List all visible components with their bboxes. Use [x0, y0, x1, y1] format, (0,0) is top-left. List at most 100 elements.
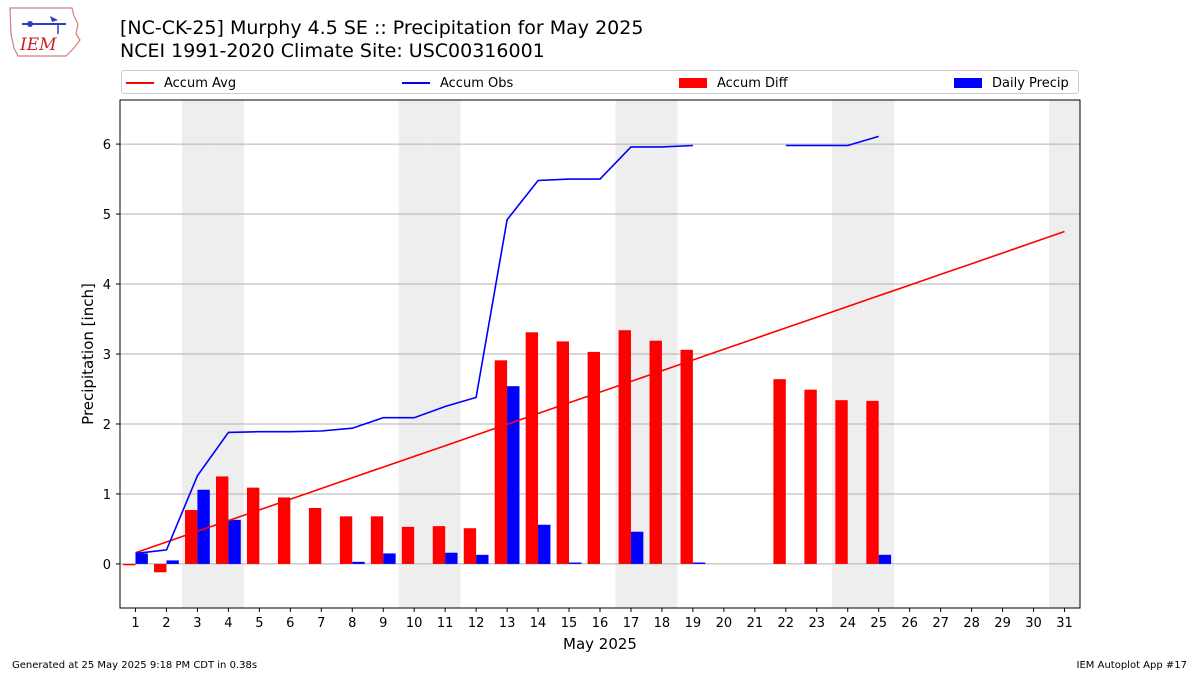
daily-precip-bar-13 [507, 386, 520, 564]
x-tick-label: 22 [778, 616, 795, 631]
accum-diff-bar-11 [432, 526, 446, 564]
y-tick-label: 5 [103, 208, 111, 223]
accum-diff-bar-24 [835, 400, 848, 564]
x-tick-label: 26 [901, 616, 918, 631]
accum-diff-bar-9 [370, 516, 384, 564]
x-tick-label: 21 [747, 616, 764, 631]
x-tick-label: 27 [932, 616, 949, 631]
daily-precip-bar-11 [445, 552, 458, 564]
accum-diff-bar-22 [773, 379, 786, 564]
accum-diff-bar-8 [339, 516, 353, 564]
legend-swatch-daily-precip [954, 78, 982, 88]
daily-precip-bar-12 [476, 554, 489, 564]
daily-precip-bar-19 [692, 562, 706, 564]
x-tick-label: 17 [623, 616, 640, 631]
accum-diff-bar-1 [123, 563, 136, 566]
x-tick-label: 11 [437, 616, 454, 631]
y-tick-label: 4 [103, 278, 111, 293]
legend-item-accum-diff: Accum Diff [679, 73, 788, 93]
weekend-shade-24 [832, 100, 864, 608]
chart-subtitle: NCEI 1991-2020 Climate Site: USC00316001 [120, 40, 545, 62]
daily-precip-bar-2 [166, 560, 179, 564]
y-tick-label: 6 [103, 138, 111, 153]
weekend-shade-17 [615, 100, 647, 608]
x-tick-label: 9 [379, 616, 387, 631]
weekend-shade-4 [212, 100, 244, 608]
weekend-shade-10 [398, 100, 430, 608]
x-tick-label: 29 [994, 616, 1011, 631]
daily-precip-bar-3 [197, 489, 210, 564]
accum-diff-bar-4 [216, 476, 229, 564]
daily-precip-bar-4 [228, 519, 241, 564]
daily-precip-bar-25 [878, 554, 892, 564]
accum-avg-line [135, 230, 1065, 554]
weekend-shade-25 [863, 100, 895, 608]
x-tick-label: 28 [963, 616, 980, 631]
legend-swatch-accum-obs [402, 82, 430, 84]
legend-swatch-accum-avg [126, 82, 154, 84]
legend-swatch-accum-diff [679, 78, 707, 88]
legend-item-accum-avg: Accum Avg [126, 73, 236, 93]
x-tick-label: 4 [224, 616, 232, 631]
iem-logo: IEM [9, 7, 81, 57]
x-tick-label: 31 [1056, 616, 1073, 631]
legend-label-accum-avg: Accum Avg [164, 75, 237, 91]
x-tick-label: 8 [348, 616, 356, 631]
x-tick-label: 5 [255, 616, 263, 631]
y-axis-label: Precipitation [inch] [79, 283, 97, 425]
accum-diff-bar-7 [308, 507, 322, 564]
accum-diff-bar-3 [185, 510, 198, 564]
daily-precip-bar-15 [569, 562, 582, 564]
legend-label-daily-precip: Daily Precip [992, 75, 1069, 91]
x-tick-label: 6 [286, 616, 294, 631]
generated-timestamp: Generated at 25 May 2025 9:18 PM CDT in … [12, 660, 258, 671]
x-tick-label: 15 [561, 616, 578, 631]
logo-text: IEM [19, 35, 57, 55]
x-tick-label: 19 [685, 616, 702, 631]
x-tick-label: 10 [406, 616, 423, 631]
y-tick-label: 2 [103, 418, 111, 433]
x-tick-label: 14 [530, 616, 547, 631]
y-tick-label: 1 [103, 488, 111, 503]
x-tick-label: 3 [193, 616, 201, 631]
daily-precip-bar-14 [538, 524, 551, 564]
y-tick-label: 3 [103, 348, 111, 363]
accum-diff-bar-13 [494, 360, 508, 564]
x-tick-label: 18 [654, 616, 671, 631]
x-tick-label: 7 [317, 616, 325, 631]
daily-precip-bar-9 [383, 553, 396, 564]
x-tick-label: 30 [1025, 616, 1042, 631]
x-tick-label: 25 [870, 616, 887, 631]
x-tick-label: 20 [716, 616, 733, 631]
weekend-shade-31 [1049, 100, 1080, 608]
chart-title: [NC-CK-25] Murphy 4.5 SE :: Precipitatio… [120, 17, 644, 39]
daily-precip-bar-17 [630, 531, 644, 564]
weekend-shade-11 [429, 100, 461, 608]
accum-diff-bar-12 [463, 528, 477, 564]
weekend-shade-18 [646, 100, 678, 608]
accum-diff-bar-19 [680, 349, 693, 564]
weekend-shade-3 [181, 100, 213, 608]
accum-obs-line-1 [785, 135, 879, 147]
accum-diff-bar-17 [618, 330, 631, 564]
legend: Accum Avg Accum Obs Accum Diff Daily Pre… [121, 70, 1079, 94]
legend-item-accum-obs: Accum Obs [402, 73, 513, 93]
accum-diff-bar-18 [649, 340, 662, 564]
x-tick-label: 24 [839, 616, 856, 631]
accum-diff-bar-5 [246, 487, 260, 564]
accum-diff-bar-2 [154, 563, 167, 573]
legend-label-accum-diff: Accum Diff [717, 75, 788, 91]
accum-diff-bar-6 [277, 497, 291, 564]
daily-precip-bar-8 [352, 561, 365, 564]
accum-diff-bar-10 [401, 526, 415, 564]
x-tick-label: 23 [809, 616, 826, 631]
accum-diff-bar-25 [866, 400, 879, 564]
plot-frame [119, 99, 1081, 609]
app-credit: IEM Autoplot App #17 [1076, 660, 1187, 671]
accum-diff-bar-14 [525, 332, 539, 564]
accum-diff-bar-23 [804, 389, 817, 564]
y-tick-label: 0 [103, 558, 111, 573]
accum-obs-line-0 [135, 144, 693, 555]
x-tick-label: 1 [131, 616, 139, 631]
